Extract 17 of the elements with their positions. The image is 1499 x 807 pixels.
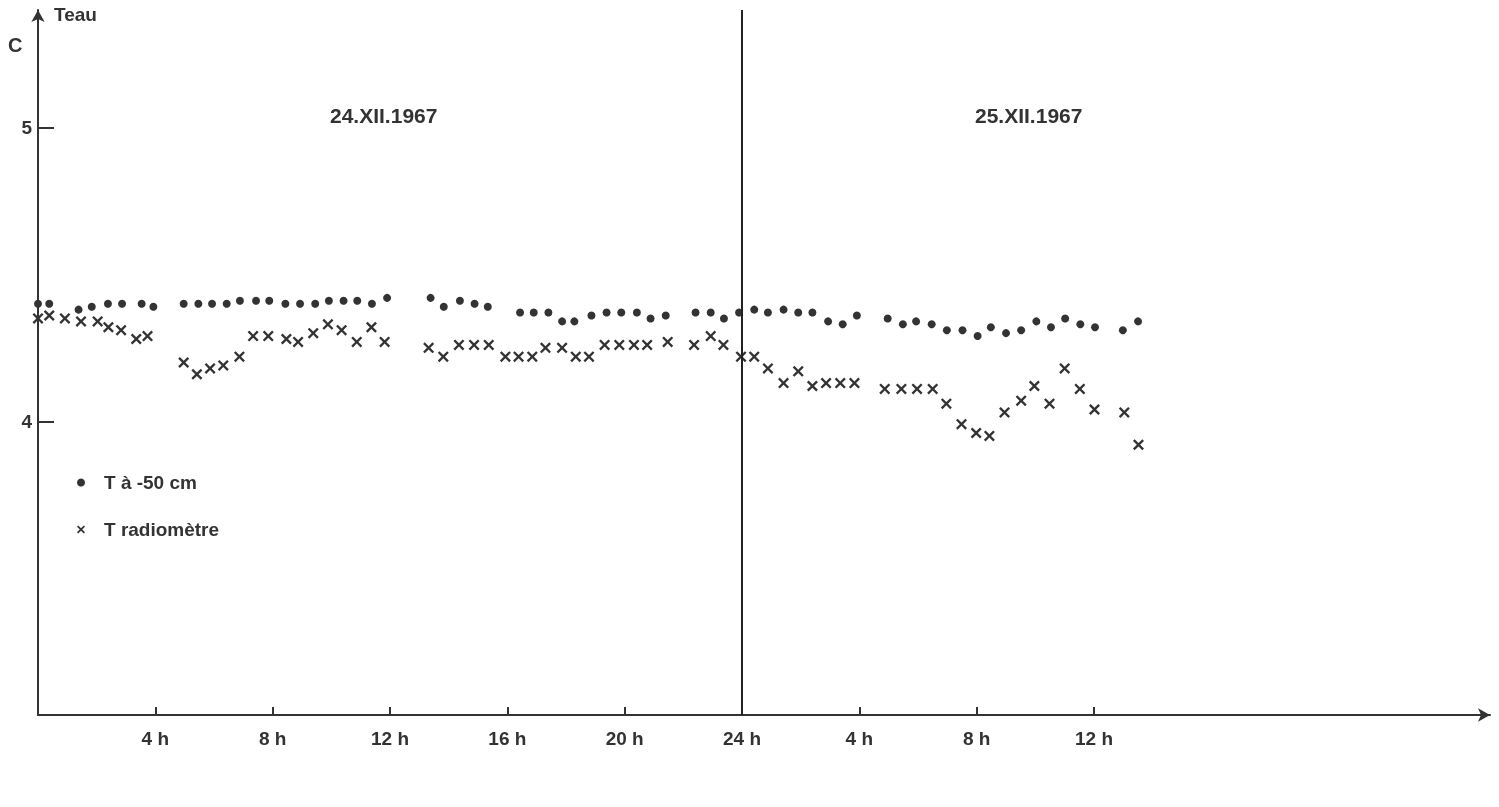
- legend-label: T à -50 cm: [104, 472, 197, 493]
- x-tick-label: 4 h: [141, 728, 170, 749]
- text: C: [8, 34, 23, 56]
- y-tick-label: 4: [21, 410, 33, 432]
- legend-label: T radiomètre: [104, 519, 220, 540]
- x-tick-label: 12 h: [1074, 728, 1114, 749]
- x-tick-label: 8 h: [962, 728, 991, 749]
- x-tick-label: 20 h: [605, 728, 644, 749]
- x-tick-label: 8 h: [258, 728, 287, 749]
- y-axis-title: Teau: [54, 4, 97, 25]
- x-tick-label: 4 h: [845, 728, 874, 749]
- x-tick-label: 24 h: [722, 728, 762, 749]
- x-tick-label: 16 h: [488, 728, 527, 749]
- y-tick-label: 5: [21, 117, 33, 138]
- annotation: 24.XII.1967: [330, 104, 438, 127]
- x-tick-label: 12 h: [370, 728, 410, 749]
- annotation: 25.XII.1967: [975, 104, 1083, 127]
